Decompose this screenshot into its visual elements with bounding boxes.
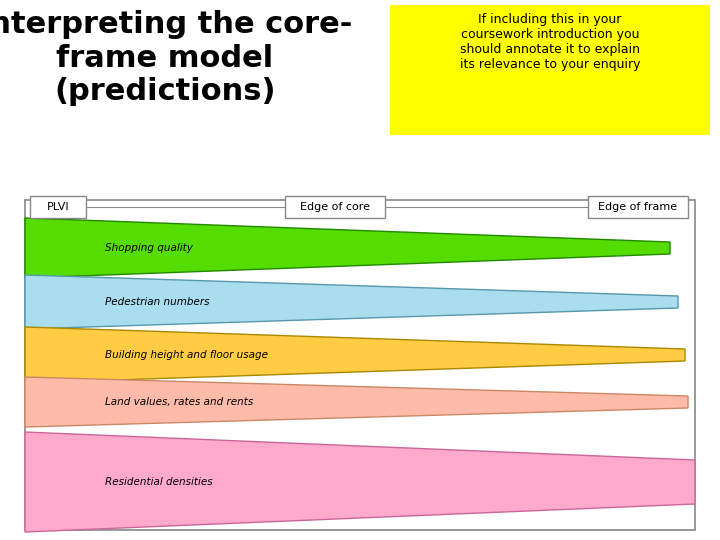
- Text: If including this in your
coursework introduction you
should annotate it to expl: If including this in your coursework int…: [460, 13, 640, 71]
- Bar: [25, 200, 695, 530]
- Polygon shape: [25, 377, 688, 427]
- Text: Shopping quality: Shopping quality: [105, 243, 193, 253]
- Bar: [390, 5, 710, 135]
- Text: Edge of frame: Edge of frame: [598, 202, 678, 212]
- Text: Building height and floor usage: Building height and floor usage: [105, 350, 268, 360]
- Polygon shape: [25, 275, 678, 329]
- Text: Residential densities: Residential densities: [105, 477, 212, 487]
- Polygon shape: [25, 218, 670, 278]
- Text: Edge of core: Edge of core: [300, 202, 370, 212]
- Text: PLVI: PLVI: [47, 202, 69, 212]
- Text: Interpreting the core-
frame model
(predictions): Interpreting the core- frame model (pred…: [0, 10, 352, 106]
- Polygon shape: [25, 432, 695, 532]
- Bar: [30, 196, 86, 218]
- Bar: [588, 196, 688, 218]
- Polygon shape: [25, 327, 685, 383]
- Bar: [285, 196, 385, 218]
- Text: Pedestrian numbers: Pedestrian numbers: [105, 297, 210, 307]
- Text: Land values, rates and rents: Land values, rates and rents: [105, 397, 253, 407]
